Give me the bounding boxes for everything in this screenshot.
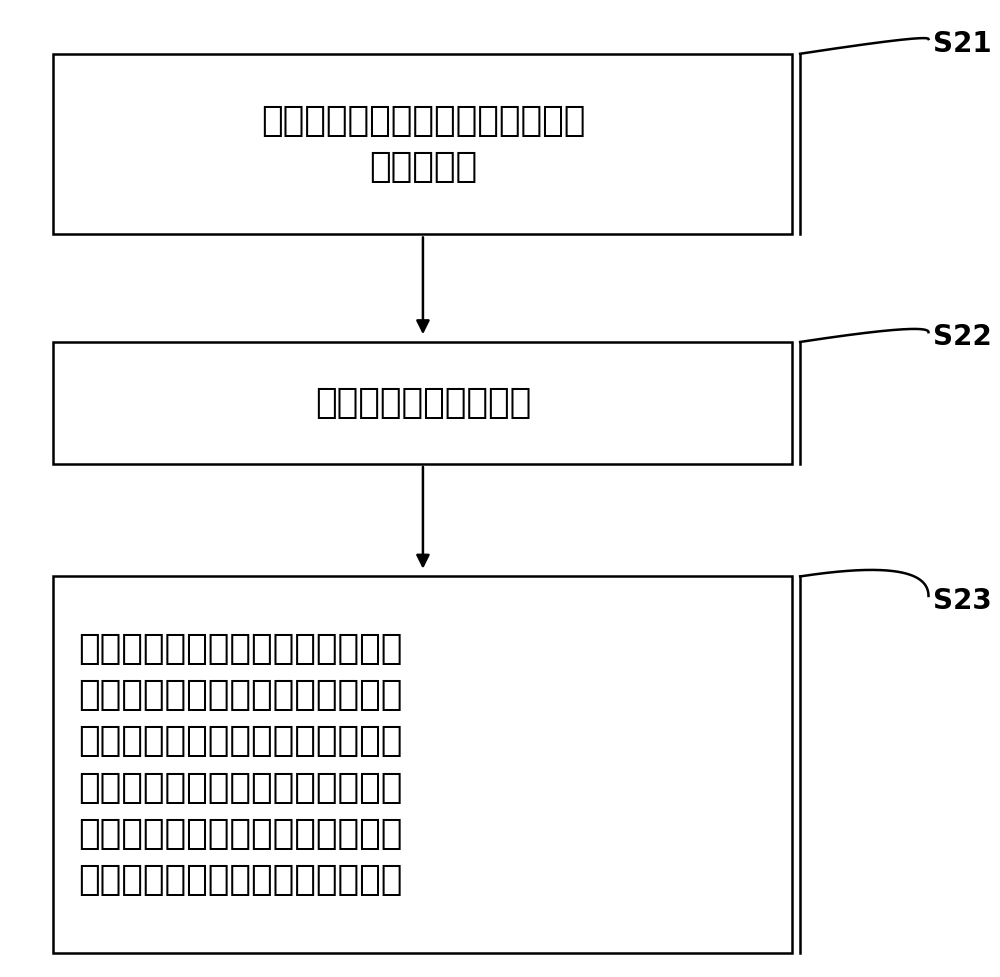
Text: S21: S21: [933, 30, 992, 58]
Text: 针对获取到的每张图像，提取该图
像的关键点: 针对获取到的每张图像，提取该图 像的关键点: [261, 104, 585, 185]
Text: S22: S22: [933, 323, 992, 351]
Bar: [53, 342, 792, 464]
Bar: [53, 54, 792, 234]
Bar: [53, 576, 792, 953]
Text: 对关键点进行特征描述: 对关键点进行特征描述: [315, 386, 531, 420]
Text: 根据关键点的特征描述匹配获取图
像的关键点和预设的相应图像模板
上的关键点，当获取图像的所有关
键点和预设的相应图像模板上的所
有关键点完全匹配时，认为获取到
: 根据关键点的特征描述匹配获取图 像的关键点和预设的相应图像模板 上的关键点，当获…: [78, 632, 402, 897]
Text: S23: S23: [933, 587, 992, 615]
